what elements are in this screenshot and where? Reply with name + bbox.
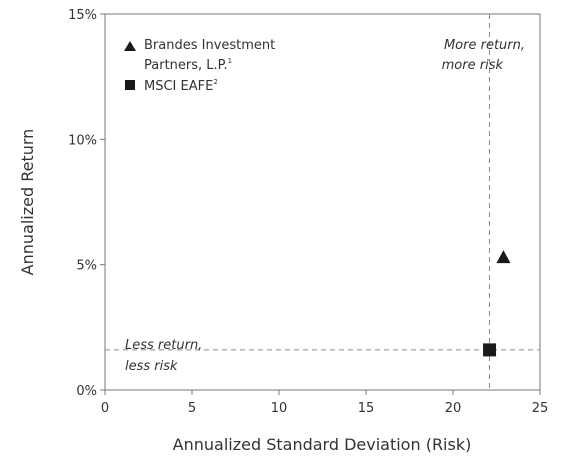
y-tick-label: 5% — [76, 259, 97, 274]
x-tick-label: 25 — [532, 401, 549, 416]
legend-square-icon — [125, 80, 135, 90]
data-points — [483, 250, 511, 357]
x-axis-title: Annualized Standard Deviation (Risk) — [173, 435, 472, 454]
annotation-more-return: More return, — [444, 38, 525, 53]
legend-label-brandes-line1: Brandes Investment — [144, 38, 275, 53]
y-axis-ticks: 0% 5% 10% 15% — [68, 8, 105, 399]
reference-lines — [105, 14, 540, 390]
x-tick-label: 10 — [271, 401, 288, 416]
plot-area — [104, 13, 541, 391]
legend-triangle-icon — [124, 41, 136, 51]
y-tick-label: 10% — [68, 133, 97, 148]
y-tick-label: 0% — [76, 384, 97, 399]
data-point-msci-eafe — [483, 343, 497, 357]
x-tick-label: 0 — [101, 401, 109, 416]
annotation-less-risk: less risk — [125, 359, 178, 374]
annotation-more-risk: more risk — [442, 58, 504, 73]
annotation-less-return: Less return, — [125, 338, 202, 353]
legend-label-brandes-line2: Partners, L.P.1 — [144, 57, 232, 73]
legend-label-msci: MSCI EAFE2 — [144, 78, 218, 94]
x-tick-label: 5 — [188, 401, 196, 416]
x-axis-ticks: 0 5 10 15 20 25 — [101, 390, 548, 416]
x-tick-label: 15 — [358, 401, 375, 416]
y-tick-label: 15% — [68, 8, 97, 23]
data-point-brandes — [496, 250, 511, 264]
y-axis-title: Annualized Return — [18, 129, 37, 276]
legend: Brandes Investment Partners, L.P.1 MSCI … — [124, 38, 275, 94]
x-tick-label: 20 — [445, 401, 462, 416]
